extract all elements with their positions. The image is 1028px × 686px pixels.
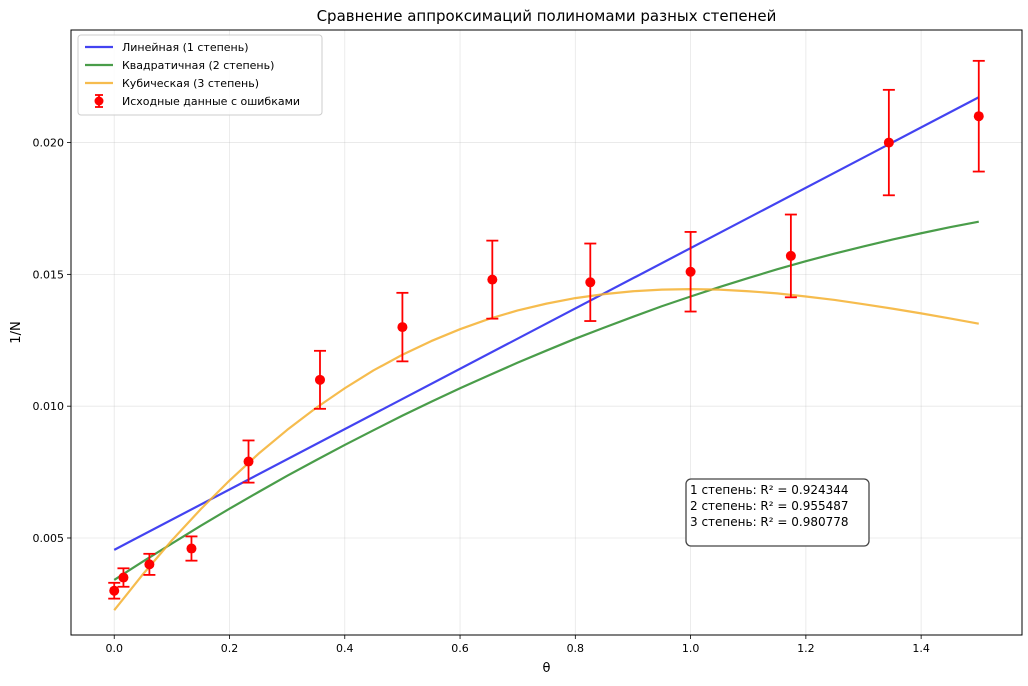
legend-frame xyxy=(77,34,323,116)
series-layer xyxy=(108,59,985,611)
error-point xyxy=(396,291,409,363)
error-point xyxy=(185,535,198,562)
legend-item: Линейная (1 степень) xyxy=(85,41,249,54)
data-point xyxy=(585,277,596,288)
data-point xyxy=(397,322,408,333)
data-point xyxy=(144,559,155,570)
data-point xyxy=(685,266,696,277)
series-line-2 xyxy=(113,220,979,581)
error-point xyxy=(143,552,156,576)
error-point xyxy=(486,239,499,320)
series-line-1 xyxy=(113,96,980,551)
error-point xyxy=(108,581,121,600)
r2-frame xyxy=(685,478,870,547)
error-point xyxy=(972,59,985,173)
data-point xyxy=(883,137,894,148)
legend-swatch-marker xyxy=(94,96,104,106)
r2-line: 1 степень: R² = 0.924344 xyxy=(690,483,849,497)
plot-frame xyxy=(70,29,1023,636)
data-point xyxy=(243,456,254,467)
x-tick-label: 0.2 xyxy=(221,642,239,655)
data-point xyxy=(973,111,984,122)
x-tick-label: 1.0 xyxy=(682,642,700,655)
x-tick-label: 1.4 xyxy=(912,642,930,655)
data-point xyxy=(785,250,796,261)
r2-line: 2 степень: R² = 0.955487 xyxy=(690,499,849,513)
error-point xyxy=(882,88,895,197)
r2-annotation: 1 степень: R² = 0.924344 2 степень: R² = … xyxy=(685,478,870,547)
legend-item: Квадратичная (2 степень) xyxy=(85,59,274,72)
y-tick-label: 0.005 xyxy=(33,532,65,545)
series-line-3 xyxy=(113,288,979,611)
grid xyxy=(71,30,1022,635)
x-tick-label: 0.4 xyxy=(336,642,354,655)
chart-title: Сравнение аппроксимаций полиномами разны… xyxy=(317,7,777,25)
x-tick-label: 0.0 xyxy=(105,642,123,655)
r2-line: 3 степень: R² = 0.980778 xyxy=(690,515,849,529)
legend: Линейная (1 степень) Квадратичная (2 степ… xyxy=(77,34,323,116)
error-point xyxy=(242,439,255,484)
y-tick-label: 0.015 xyxy=(33,268,65,281)
data-point xyxy=(314,374,325,385)
legend-label: Линейная (1 степень) xyxy=(122,41,249,54)
legend-label: Кубическая (3 степень) xyxy=(122,77,259,90)
data-point xyxy=(186,543,197,554)
data-point xyxy=(118,572,129,583)
x-tick-label: 0.8 xyxy=(567,642,585,655)
data-point xyxy=(487,274,498,285)
error-point xyxy=(313,349,326,410)
legend-item: Кубическая (3 степень) xyxy=(85,77,259,90)
y-axis-label: 1/N xyxy=(9,321,24,343)
ticks: 0.0 0.2 0.4 0.6 0.8 1.0 1.2 1.4 0.005 0.010 0.015 0… xyxy=(33,137,930,655)
error-point xyxy=(784,213,797,299)
data-point xyxy=(109,585,120,596)
y-tick-label: 0.010 xyxy=(33,400,65,413)
error-point xyxy=(684,231,697,313)
legend-label: Квадратичная (2 степень) xyxy=(122,59,274,72)
x-tick-label: 0.6 xyxy=(451,642,469,655)
y-tick-label: 0.020 xyxy=(33,137,65,150)
legend-label: Исходные данные с ошибками xyxy=(122,95,300,108)
error-point xyxy=(584,242,597,322)
legend-item: Исходные данные с ошибками xyxy=(94,94,300,108)
x-axis-label: θ xyxy=(543,661,551,676)
x-tick-label: 1.2 xyxy=(797,642,815,655)
error-point xyxy=(117,567,130,588)
